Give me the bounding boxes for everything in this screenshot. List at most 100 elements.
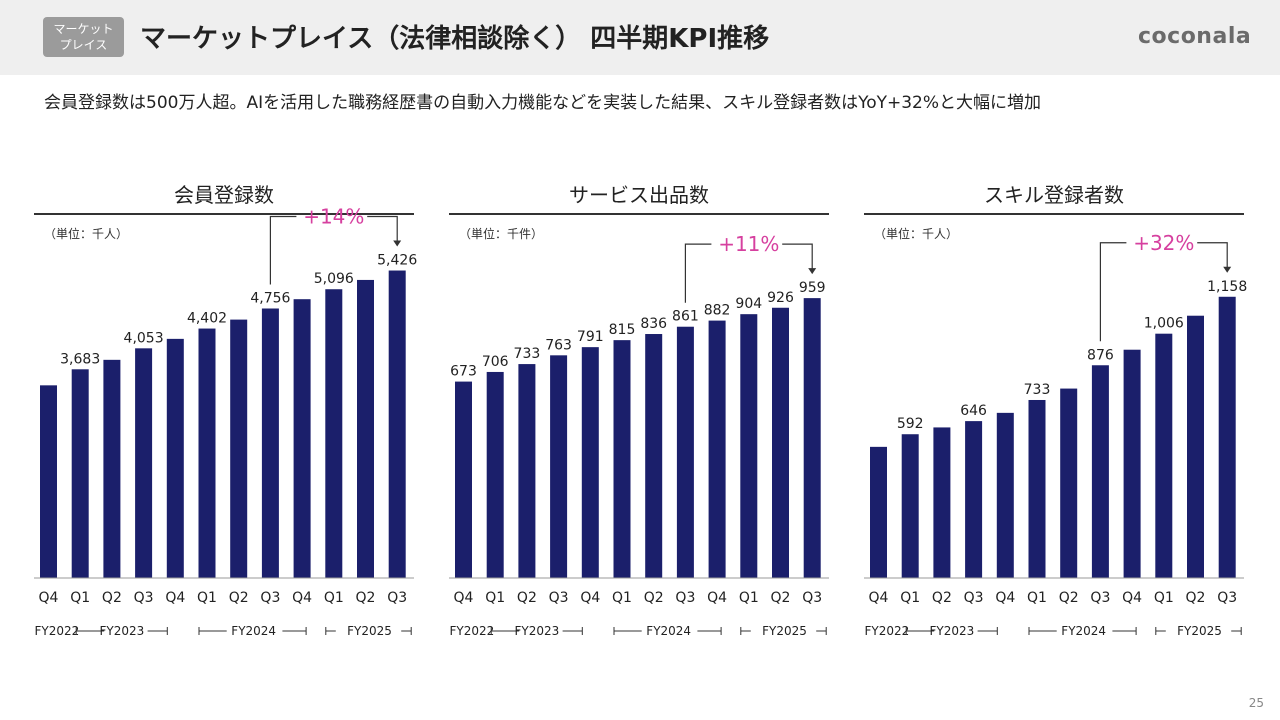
bar xyxy=(166,338,184,578)
bar xyxy=(1187,315,1204,578)
data-label: 861 xyxy=(672,309,699,325)
bar xyxy=(198,328,216,578)
x-tick-label: Q3 xyxy=(549,590,569,606)
x-tick-label: Q4 xyxy=(454,590,474,606)
fiscal-year-label: FY2024 xyxy=(1061,624,1106,638)
x-tick-label: Q2 xyxy=(102,590,122,606)
data-label: 1,158 xyxy=(1207,279,1247,295)
growth-arrow-icon xyxy=(1223,266,1232,273)
bar xyxy=(772,307,789,578)
section-badge: マーケット プレイス xyxy=(43,17,124,57)
bar xyxy=(1123,349,1141,578)
x-tick-label: Q2 xyxy=(644,590,664,606)
growth-bracket-left xyxy=(684,243,712,303)
x-tick-label: Q1 xyxy=(324,590,344,606)
x-tick-label: Q4 xyxy=(292,590,312,606)
x-tick-label: Q2 xyxy=(771,590,791,606)
x-tick-label: Q3 xyxy=(387,590,407,606)
bar xyxy=(708,320,726,578)
badge-line-1: マーケット xyxy=(53,22,114,36)
x-tick-label: Q2 xyxy=(517,590,537,606)
chart-title: 会員登録数 xyxy=(174,183,274,207)
bar xyxy=(1218,296,1236,578)
bar xyxy=(901,434,919,578)
data-label: 1,006 xyxy=(1144,316,1184,332)
data-label: 733 xyxy=(1024,382,1051,398)
growth-arrow-icon xyxy=(393,240,402,247)
data-label: 815 xyxy=(609,322,636,338)
x-tick-label: Q2 xyxy=(1186,590,1206,606)
fiscal-year-label: FY2023 xyxy=(100,624,145,638)
x-tick-label: Q3 xyxy=(1090,590,1110,606)
fiscal-year-label: FY2025 xyxy=(762,624,807,638)
bar xyxy=(1060,388,1078,578)
bar xyxy=(996,412,1014,578)
x-tick-label: Q4 xyxy=(1122,590,1142,606)
chart-member-registrations: 会員登録数 （単位：千人） Q4 3,683 Q1 Q2 4,053 Q3 Q4 4,402 Q1 Q… xyxy=(34,183,417,638)
fiscal-year-label: FY2022 xyxy=(865,624,910,638)
bar xyxy=(965,421,983,578)
unit-label: （単位：千人） xyxy=(874,226,958,241)
bar xyxy=(388,270,406,578)
bar xyxy=(1091,365,1109,578)
fiscal-year-label: FY2022 xyxy=(450,624,495,638)
fiscal-year-label: FY2023 xyxy=(515,624,560,638)
x-tick-label: Q4 xyxy=(995,590,1015,606)
x-tick-label: Q1 xyxy=(739,590,759,606)
bar xyxy=(550,355,568,578)
data-label: 5,096 xyxy=(314,271,354,287)
fiscal-year-label: FY2025 xyxy=(1177,624,1222,638)
data-label: 592 xyxy=(897,416,924,432)
bar xyxy=(518,364,536,578)
bar xyxy=(1028,399,1046,578)
growth-label: +14% xyxy=(303,205,364,229)
x-tick-label: Q3 xyxy=(675,590,695,606)
x-tick-label: Q2 xyxy=(229,590,249,606)
fiscal-year-label: FY2025 xyxy=(347,624,392,638)
x-tick-label: Q1 xyxy=(1154,590,1174,606)
chart-title: サービス出品数 xyxy=(569,183,709,207)
x-tick-label: Q4 xyxy=(707,590,727,606)
growth-label: +32% xyxy=(1133,231,1194,255)
growth-bracket-left xyxy=(1099,242,1127,342)
bar xyxy=(455,381,472,578)
bar xyxy=(357,279,374,578)
chart-skill-registrants: スキル登録者数 （単位：千人） Q4 592 Q1 Q2 646 Q3 Q4 733 Q1 Q2 876… xyxy=(864,183,1247,638)
data-label: 646 xyxy=(960,403,987,419)
x-tick-label: Q1 xyxy=(1027,590,1047,606)
bar xyxy=(261,308,279,578)
data-label: 876 xyxy=(1087,347,1114,363)
x-tick-label: Q3 xyxy=(1217,590,1237,606)
bar xyxy=(325,289,343,578)
data-label: 706 xyxy=(482,354,509,370)
x-tick-label: Q3 xyxy=(802,590,822,606)
data-label: 791 xyxy=(577,329,604,345)
bar xyxy=(740,314,758,578)
bar xyxy=(581,347,599,578)
unit-label: （単位：千人） xyxy=(44,226,128,241)
data-label: 4,402 xyxy=(187,311,227,327)
growth-bracket-left xyxy=(269,215,297,285)
bar xyxy=(933,427,951,578)
data-label: 5,426 xyxy=(377,253,417,269)
page-title: マーケットプレイス（法律相談除く） 四半期KPI推移 xyxy=(140,24,770,54)
data-label: 904 xyxy=(735,296,762,312)
bar xyxy=(613,340,631,578)
chart-service-listings: サービス出品数 （単位：千件） 673 Q4 706 Q1 733 Q2 763 Q3 791 Q4 8… xyxy=(449,183,829,638)
bar xyxy=(135,348,153,578)
x-tick-label: Q4 xyxy=(165,590,185,606)
data-label: 763 xyxy=(545,337,572,353)
data-label: 3,683 xyxy=(60,351,100,367)
data-label: 673 xyxy=(450,364,477,380)
x-tick-label: Q3 xyxy=(260,590,280,606)
growth-bracket-right xyxy=(367,215,398,243)
page-subtitle: 会員登録数は500万人超。AIを活用した職務経歴書の自動入力機能などを実装した結… xyxy=(44,93,1042,113)
bar xyxy=(803,298,821,578)
fiscal-year-label: FY2023 xyxy=(930,624,975,638)
data-label: 733 xyxy=(514,346,541,362)
x-tick-label: Q1 xyxy=(485,590,505,606)
x-tick-label: Q1 xyxy=(900,590,920,606)
growth-arrow-icon xyxy=(808,268,817,275)
x-tick-label: Q2 xyxy=(356,590,376,606)
growth-bracket-right xyxy=(1197,242,1228,269)
